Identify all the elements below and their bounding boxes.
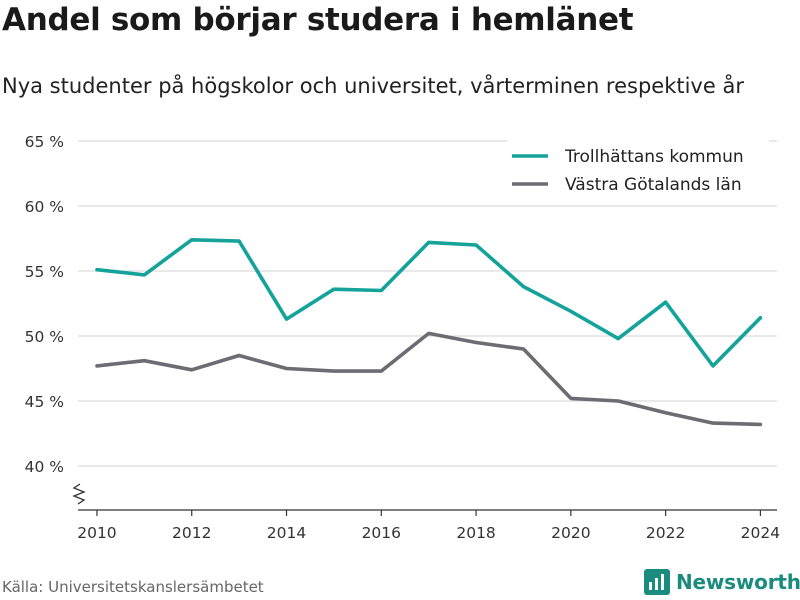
- brand-logo: Newsworthy: [644, 569, 800, 595]
- brand-name: Newsworthy: [676, 570, 800, 594]
- x-tick-label: 2016: [362, 524, 401, 542]
- x-tick-label: 2010: [77, 524, 116, 542]
- chart-subtitle: Nya studenter på högskolor och universit…: [2, 74, 744, 98]
- legend-box: [507, 137, 769, 203]
- chart-title: Andel som börjar studera i hemlänet: [2, 2, 634, 38]
- y-tick-label: 50 %: [25, 328, 64, 346]
- series-line-1: [95, 331, 763, 427]
- y-tick-label: 40 %: [25, 458, 64, 476]
- series-line-0: [95, 238, 763, 368]
- legend-label: Trollhättans kommun: [564, 147, 744, 167]
- y-tick-label: 45 %: [25, 393, 64, 411]
- y-tick-label: 55 %: [25, 263, 64, 281]
- x-tick-label: 2014: [267, 524, 306, 542]
- x-tick-label: 2022: [646, 524, 685, 542]
- legend-label: Västra Götalands län: [565, 175, 742, 195]
- x-tick-label: 2018: [456, 524, 495, 542]
- line-chart: 40 % 45 % 50 % 55 % 60 % 65 % 2010 2012 2014 2016…: [25, 133, 781, 542]
- y-tick-label: 60 %: [25, 198, 64, 216]
- source-note: Källa: Universitetskanslersämbetet: [2, 578, 264, 596]
- y-tick-label: 65 %: [25, 133, 64, 151]
- axis-break-mark: [72, 483, 86, 505]
- x-tick-label: 2020: [551, 524, 590, 542]
- x-tick-label: 2012: [172, 524, 211, 542]
- newsworthy-logo-icon: [644, 569, 670, 595]
- x-tick-label: 2024: [741, 524, 780, 542]
